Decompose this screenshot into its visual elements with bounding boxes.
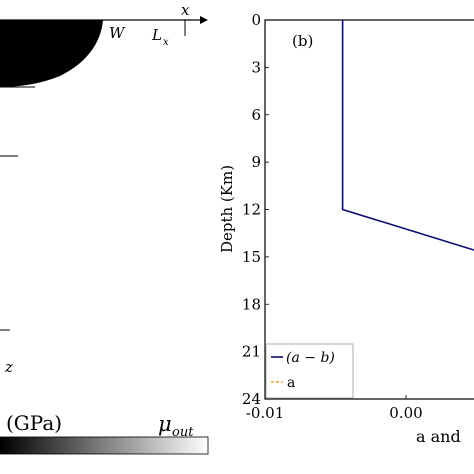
colorbar-unit: (GPa) (6, 411, 62, 435)
colorbar-max-label: μ (158, 412, 172, 436)
x-axis-label-right: a and (416, 427, 461, 446)
legend: (a − b) a (265, 343, 354, 399)
lx-subscript: x (163, 37, 169, 48)
y-tick-label: 24 (242, 390, 261, 408)
legend-box (265, 343, 354, 399)
right-panel: (b) Depth (Km) a and 0 3 6 9 12 15 18 21 24 -0.0… (218, 11, 474, 446)
x-axis-label: x (181, 1, 190, 19)
y-tick-label: 21 (242, 343, 261, 361)
series-line-0 (341, 20, 474, 251)
legend-label-a: a (287, 375, 295, 391)
z-axis-label: z (4, 358, 13, 376)
lx-label: L (151, 26, 162, 44)
plot-frame (264, 19, 474, 400)
colorbar-max-subscript: out (172, 425, 194, 440)
y-tick-label: 3 (251, 58, 261, 76)
x-tick-label: -0.01 (246, 404, 284, 422)
series-lines (341, 20, 474, 251)
y-tick-label: 6 (251, 106, 261, 124)
y-ticks: 0 3 6 9 12 15 18 21 24 (242, 11, 269, 408)
y-tick-label: 0 (251, 11, 261, 29)
left-panel: x W L x z (GPa) μ out (0, 1, 209, 455)
fault-region (0, 20, 103, 87)
y-tick-label: 9 (251, 153, 261, 171)
x-axis-arrow (200, 16, 208, 24)
panel-label: (b) (292, 32, 313, 50)
x-ticks: -0.01 0.00 (246, 395, 423, 422)
w-label: W (109, 24, 126, 42)
x-tick-label: 0.00 (389, 404, 422, 422)
y-tick-label: 12 (242, 201, 261, 219)
y-tick-label: 18 (242, 295, 261, 313)
y-axis-label: Depth (Km) (218, 165, 236, 253)
y-tick-label: 15 (242, 248, 261, 266)
colorbar (0, 436, 209, 455)
legend-label-ab: (a − b) (286, 350, 335, 366)
